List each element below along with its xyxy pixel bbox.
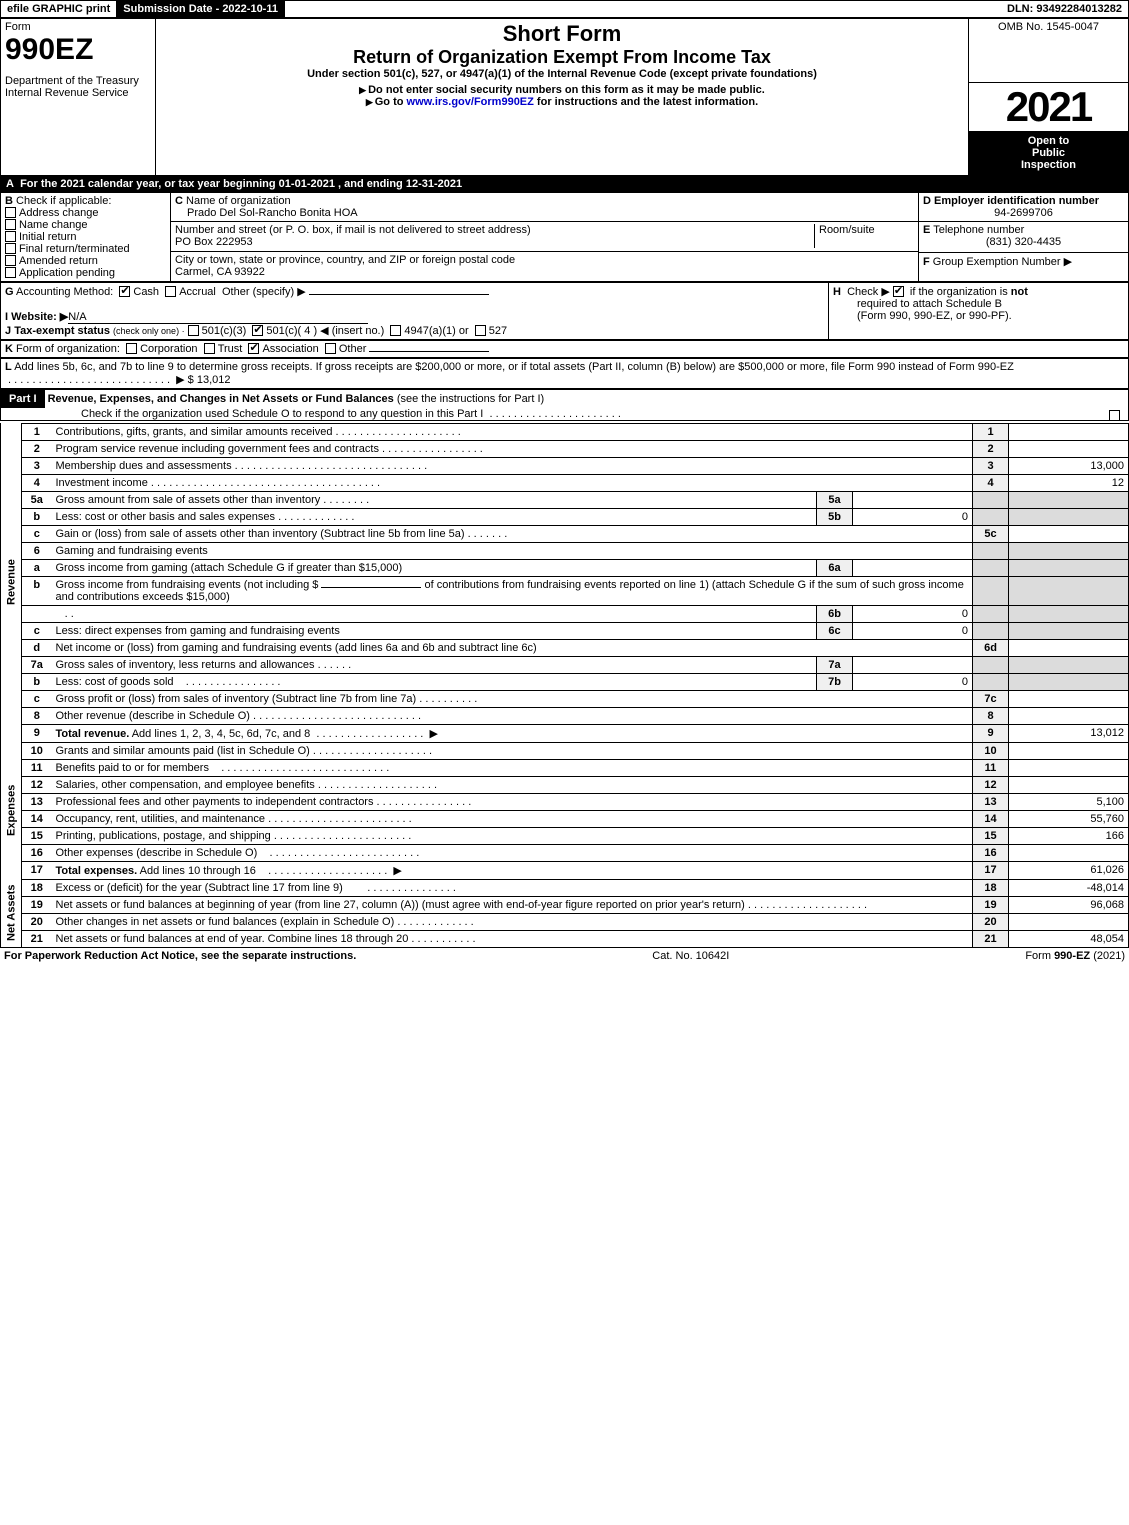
section-a: A For the 2021 calendar year, or tax yea… <box>0 176 1129 192</box>
dept-label: Department of the Treasury Internal Reve… <box>5 75 151 99</box>
c-label: Name of organization <box>186 195 291 207</box>
checkbox-cash[interactable] <box>119 286 130 297</box>
form-header: Form 990EZ Department of the Treasury In… <box>0 18 1129 176</box>
line-19-amt: 96,068 <box>1009 896 1129 913</box>
checkbox-schedule-o[interactable] <box>1109 410 1120 421</box>
l-value: $ 13,012 <box>188 374 231 386</box>
checkbox-initial-return[interactable] <box>5 231 16 242</box>
title-return: Return of Organization Exempt From Incom… <box>160 47 964 68</box>
open-inspection: Open to Public Inspection <box>969 131 1128 175</box>
website: N/A <box>68 311 368 324</box>
line-6b-amt: 0 <box>853 605 973 622</box>
irs-link[interactable]: www.irs.gov/Form990EZ <box>407 96 534 108</box>
line-15-amt: 166 <box>1009 827 1129 844</box>
city: Carmel, CA 93922 <box>175 266 265 278</box>
arrow-icon <box>359 84 368 96</box>
dln: DLN: 93492284013282 <box>1001 1 1128 17</box>
footer-mid: Cat. No. 10642I <box>652 950 729 962</box>
revenue-label: Revenue <box>1 423 22 742</box>
expenses-label: Expenses <box>1 742 22 879</box>
line-17-amt: 61,026 <box>1009 861 1129 879</box>
checkbox-amended[interactable] <box>5 255 16 266</box>
d-label: Employer identification number <box>934 195 1099 207</box>
checkbox-address-change[interactable] <box>5 207 16 218</box>
line-13-amt: 5,100 <box>1009 793 1129 810</box>
line-21-amt: 48,054 <box>1009 930 1129 947</box>
checkbox-4947[interactable] <box>390 325 401 336</box>
page-footer: For Paperwork Reduction Act Notice, see … <box>0 948 1129 964</box>
title-under: Under section 501(c), 527, or 4947(a)(1)… <box>160 68 964 80</box>
line-5b-amt: 0 <box>853 508 973 525</box>
checkbox-527[interactable] <box>475 325 486 336</box>
line-6c-amt: 0 <box>853 622 973 639</box>
line-2-amt <box>1009 440 1129 457</box>
checkbox-accrual[interactable] <box>165 286 176 297</box>
street-label: Number and street (or P. O. box, if mail… <box>175 224 531 236</box>
city-label: City or town, state or province, country… <box>175 254 515 266</box>
note-ssn: Do not enter social security numbers on … <box>368 84 765 96</box>
checkbox-assoc[interactable] <box>248 343 259 354</box>
checkbox-name-change[interactable] <box>5 219 16 230</box>
b-label: Check if applicable: <box>16 195 111 207</box>
arrow-icon <box>366 96 375 108</box>
footer-left: For Paperwork Reduction Act Notice, see … <box>4 950 356 962</box>
line-9-amt: 13,012 <box>1009 724 1129 742</box>
line-18-amt: -48,014 <box>1009 879 1129 896</box>
checkbox-corp[interactable] <box>126 343 137 354</box>
net-assets-label: Net Assets <box>1 879 22 947</box>
line-4-amt: 12 <box>1009 474 1129 491</box>
room-label: Room/suite <box>819 224 875 236</box>
section-k: K Form of organization: Corporation Trus… <box>0 340 1129 358</box>
part-1-header: Part I Revenue, Expenses, and Changes in… <box>0 389 1129 421</box>
section-l: L Add lines 5b, 6c, and 7b to line 9 to … <box>0 358 1129 389</box>
line-14-amt: 55,760 <box>1009 810 1129 827</box>
part-1-lines: Revenue 1Contributions, gifts, grants, a… <box>0 423 1129 948</box>
other-specify-input[interactable] <box>309 294 489 295</box>
footer-right: Form 990-EZ (2021) <box>1025 950 1125 962</box>
form-number: 990EZ <box>5 33 151 67</box>
submission-date: Submission Date - 2022-10-11 <box>117 1 285 17</box>
checkbox-501c[interactable] <box>252 325 263 336</box>
checkbox-other-org[interactable] <box>325 343 336 354</box>
gh-block: G Accounting Method: Cash Accrual Other … <box>0 282 1129 340</box>
checkbox-trust[interactable] <box>204 343 215 354</box>
org-info-block: B Check if applicable: Address change Na… <box>0 192 1129 282</box>
tax-year: 2021 <box>969 83 1128 131</box>
g-label: Accounting Method: <box>16 286 113 298</box>
f-label: Group Exemption Number <box>933 256 1061 268</box>
checkbox-h[interactable] <box>893 286 904 297</box>
line-3-amt: 13,000 <box>1009 457 1129 474</box>
street: PO Box 222953 <box>175 236 253 248</box>
efile-label: efile GRAPHIC print <box>1 1 117 17</box>
top-bar: efile GRAPHIC print Submission Date - 20… <box>0 0 1129 18</box>
e-label: Telephone number <box>933 224 1024 236</box>
line-7b-amt: 0 <box>853 673 973 690</box>
org-name: Prado Del Sol-Rancho Bonita HOA <box>175 207 358 219</box>
title-short-form: Short Form <box>160 21 964 47</box>
telephone: (831) 320-4435 <box>923 236 1124 248</box>
line-1-amt <box>1009 423 1129 440</box>
checkbox-pending[interactable] <box>5 267 16 278</box>
ein: 94-2699706 <box>923 207 1124 219</box>
form-word: Form <box>5 21 151 33</box>
omb-number: OMB No. 1545-0047 <box>969 19 1129 83</box>
checkbox-501c3[interactable] <box>188 325 199 336</box>
checkbox-final-return[interactable] <box>5 243 16 254</box>
